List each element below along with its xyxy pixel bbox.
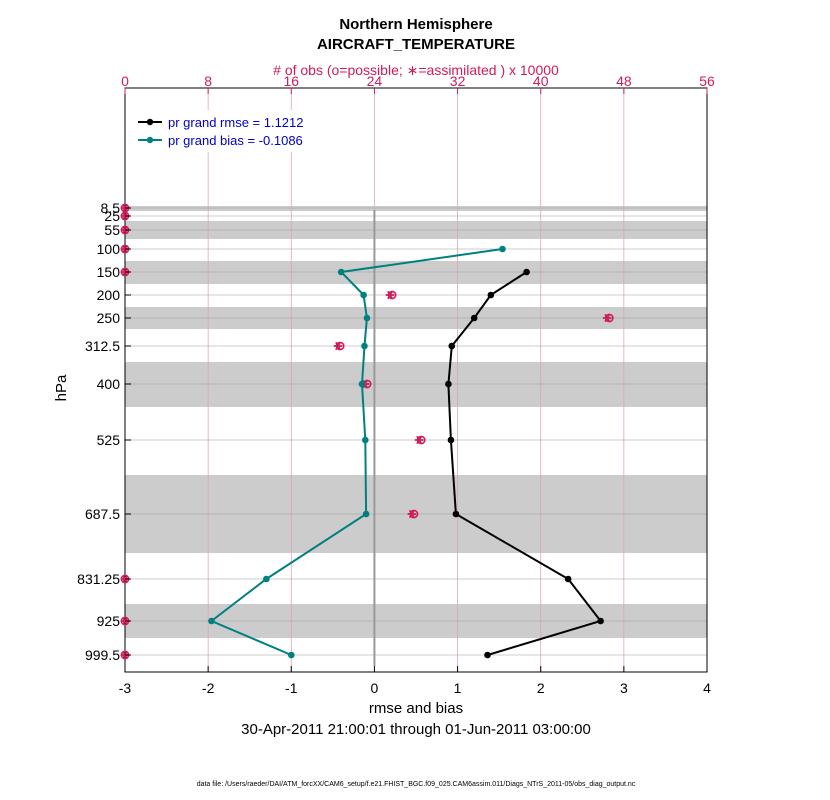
x-tick-label: 4 <box>703 680 711 696</box>
top-tick-label: 48 <box>616 73 632 89</box>
bias-point <box>208 617 215 625</box>
rmse-point <box>484 651 491 659</box>
legend: pr grand rmse = 1.1212 pr grand bias = -… <box>130 110 328 152</box>
series-lines <box>208 245 604 659</box>
y-tick-label: 200 <box>97 287 121 303</box>
y-tick-label: 925 <box>97 613 121 629</box>
top-tick-label: 8 <box>204 73 212 89</box>
x-tick-label: -3 <box>119 680 132 696</box>
legend-rmse-label: pr grand rmse = 1.1212 <box>168 115 304 130</box>
bias-point <box>362 510 370 518</box>
top-axis-label: # of obs (o=possible; ∗=assimilated ) x … <box>273 62 559 78</box>
y-tick-label: 525 <box>97 432 121 448</box>
rmse-point <box>448 342 456 350</box>
bias-point <box>499 245 506 253</box>
y-tick-label: 312.5 <box>85 338 120 354</box>
y-tick-label: 8.5 <box>101 200 121 216</box>
obs-assimilated-marker <box>385 290 395 300</box>
x-tick-label: -1 <box>285 680 298 696</box>
rmse-point <box>452 510 460 518</box>
bias-point <box>360 291 367 299</box>
bias-point <box>361 436 369 444</box>
level-bands <box>125 206 707 638</box>
y-tick-label: 25 <box>104 208 120 224</box>
legend-box <box>130 110 328 152</box>
top-tick-label: 24 <box>367 73 383 89</box>
y-axis-label: hPa <box>53 374 70 401</box>
obs-assimilated-marker <box>602 313 612 323</box>
grid <box>125 88 707 672</box>
rmse-point <box>487 291 495 299</box>
top-tick-label: 0 <box>121 73 129 89</box>
y-tick-label: 400 <box>97 376 121 392</box>
top-tick-label: 40 <box>533 73 549 89</box>
bias-point <box>363 314 371 322</box>
chart-subtitle: AIRCRAFT_TEMPERATURE <box>317 36 515 53</box>
legend-rmse-marker <box>146 118 154 126</box>
y-tick-label: 150 <box>97 264 121 280</box>
bias-point <box>263 575 270 583</box>
y-tick-label: 831.25 <box>77 571 120 587</box>
y-tick-label: 100 <box>97 241 121 257</box>
data-file-footer: data file: /Users/raeder/DAI/ATM_forcXX/… <box>197 781 636 788</box>
level-band <box>125 206 707 211</box>
plot-border <box>124 87 708 673</box>
rmse-point <box>597 617 604 625</box>
legend-bias-label: pr grand bias = -0.1086 <box>168 133 303 148</box>
rmse-point <box>445 380 452 388</box>
date-range: 30-Apr-2011 21:00:01 through 01-Jun-2011… <box>241 721 591 738</box>
bias-point <box>287 651 295 659</box>
legend-bias-marker <box>146 136 154 144</box>
bias-point <box>361 342 368 350</box>
rmse-point <box>523 268 530 276</box>
x-tick-label: 0 <box>371 680 379 696</box>
x-axis-label: rmse and bias <box>369 700 463 717</box>
top-tick-label: 32 <box>450 73 466 89</box>
y-tick-label: 687.5 <box>85 506 120 522</box>
obs-assimilated-marker <box>407 509 417 519</box>
bias-point <box>358 380 366 388</box>
level-band <box>125 362 707 407</box>
rmse-line <box>447 271 603 656</box>
rmse-point <box>564 575 572 583</box>
y-tick-label: 55 <box>104 222 120 238</box>
chart-title: Northern Hemisphere <box>339 16 492 33</box>
plot-frame <box>124 87 708 673</box>
y-tick-label: 999.5 <box>85 647 120 663</box>
rmse-point <box>447 436 455 444</box>
rmse-point <box>470 314 478 322</box>
x-tick-label: 2 <box>537 680 545 696</box>
tick-labels: -3 -2 -1 0 1 2 3 40 8 16 24 32 40 48 568.5255510015020… <box>77 73 715 696</box>
x-tick-label: 1 <box>454 680 462 696</box>
x-tick-label: -2 <box>202 680 215 696</box>
x-tick-label: 3 <box>620 680 628 696</box>
top-tick-label: 16 <box>283 73 299 89</box>
level-band <box>125 261 707 284</box>
top-tick-label: 56 <box>699 73 715 89</box>
obs-assimilated-marker <box>414 435 424 445</box>
y-tick-label: 250 <box>97 310 121 326</box>
obs-assimilated-marker <box>333 341 343 351</box>
bias-point <box>337 268 345 276</box>
